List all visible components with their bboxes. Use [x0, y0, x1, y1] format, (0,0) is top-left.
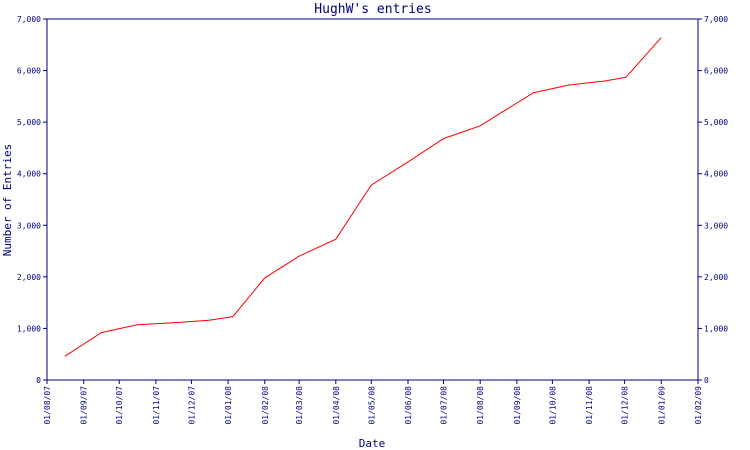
y-tick-label-right: 7,000 [704, 15, 728, 24]
x-tick-label: 01/05/08 [367, 386, 376, 425]
x-ticks-group: 01/08/07 01/09/07 01/10/07 01/11/07 01/12/07… [43, 380, 703, 425]
y-ticks-group: 0 0 1,000 1,000 2,000 2,000 3,000 3,000 4,000 4,0… [17, 15, 728, 385]
x-tick-label: 01/09/07 [80, 386, 89, 425]
series-line-0 [64, 37, 662, 357]
y-axis-title: Number of Entries [1, 144, 14, 257]
x-tick-label: 01/10/08 [548, 386, 557, 425]
y-tick-label-right: 4,000 [704, 170, 728, 179]
x-axis-title: Date [359, 437, 386, 450]
y-tick-label-right: 6,000 [704, 67, 728, 76]
y-tick-label-right: 3,000 [704, 221, 728, 230]
x-tick-label: 01/12/07 [187, 386, 196, 425]
y-tick-label-right: 2,000 [704, 273, 728, 282]
x-tick-label: 01/08/07 [43, 386, 52, 425]
y-tick-label-right: 5,000 [704, 118, 728, 127]
x-tick-label: 01/04/08 [332, 386, 341, 425]
x-tick-label: 01/12/08 [621, 386, 630, 425]
y-tick-label-right: 0 [704, 376, 709, 385]
x-tick-label: 01/07/08 [440, 386, 449, 425]
y-tick-label-right: 1,000 [704, 324, 728, 333]
x-tick-label: 01/01/08 [224, 386, 233, 425]
y-tick-label-left: 2,000 [17, 273, 41, 282]
x-tick-label: 01/03/08 [295, 386, 304, 425]
x-tick-label: 01/09/08 [513, 386, 522, 425]
y-tick-label-left: 7,000 [17, 15, 41, 24]
x-tick-label: 01/10/07 [115, 386, 124, 425]
x-tick-label: 01/08/08 [476, 386, 485, 425]
x-tick-label: 01/02/09 [694, 386, 703, 425]
y-tick-label-left: 5,000 [17, 118, 41, 127]
y-tick-label-left: 6,000 [17, 67, 41, 76]
y-tick-label-left: 4,000 [17, 170, 41, 179]
x-tick-label: 01/06/08 [404, 386, 413, 425]
x-tick-label: 01/11/08 [585, 386, 594, 425]
chart-title: HughW's entries [314, 2, 431, 17]
y-tick-label-left: 3,000 [17, 221, 41, 230]
x-tick-label: 01/02/08 [261, 386, 270, 425]
x-tick-label: 01/11/07 [152, 386, 161, 425]
series-group [64, 37, 662, 357]
y-tick-label-left: 1,000 [17, 324, 41, 333]
y-tick-label-left: 0 [36, 376, 41, 385]
x-tick-label: 01/01/09 [657, 386, 666, 425]
